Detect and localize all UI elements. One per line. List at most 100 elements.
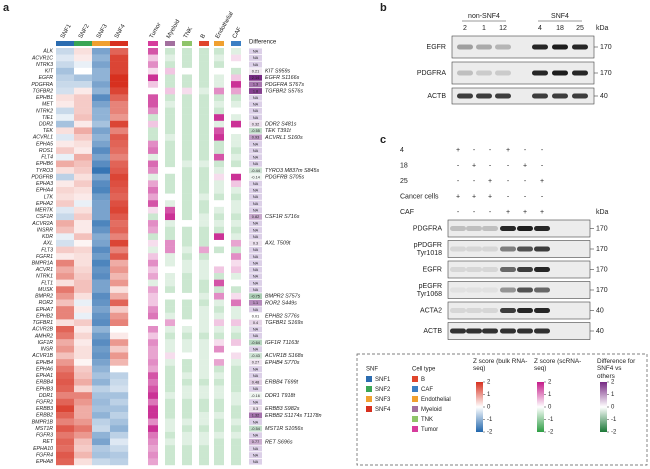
band [466,267,482,272]
band [517,267,533,272]
heatmap-cell [148,451,158,459]
heatmap-cell [165,187,175,194]
condition-mark: + [540,178,544,185]
difference-cell [249,425,262,432]
band [572,44,588,50]
gene-label: AXL [42,241,53,247]
condition-mark: + [540,209,544,216]
heatmap-cell [165,206,175,214]
column-label: SNF2 [78,23,91,40]
heatmap-cell [56,61,75,69]
legend-label: SNF1 [375,377,391,383]
heatmap-cell [199,246,209,254]
gene-label: ERBB2 [36,413,53,419]
heatmap-cell [231,120,241,128]
heatmap-cell [214,273,224,280]
heatmap-cell [92,114,111,122]
gene-label: TIE1 [42,115,53,121]
gene-label: EPHB2 [36,313,53,319]
heatmap-cell [74,253,93,261]
heatmap-cell [231,246,241,254]
heatmap-cell [182,193,192,201]
gene-label: EPHA10 [33,446,53,452]
difference-cell [249,306,262,313]
condition-mark: - [489,209,492,216]
heatmap-cell [56,378,75,386]
heatmap-cell [182,326,192,333]
column-label: Tumor [149,22,163,40]
heatmap-cell [74,458,93,466]
column-label: B [200,33,207,39]
colorbar [537,382,544,432]
legend-label: Tumor [421,427,438,433]
heatmap-cell [74,246,93,254]
heatmap-cell [182,160,192,168]
heatmap-cell [231,127,241,135]
legend-label: SNF4 [375,407,391,413]
blot-label: Tyr1068 [417,291,442,298]
site-label: MST1R S1056s [265,426,303,432]
difference-cell [249,240,262,247]
gene-label: ERBB4 [36,380,53,386]
gene-label: PDGFRA [31,82,53,88]
heatmap-cell [110,299,129,307]
heatmap-cell [199,425,209,433]
heatmap-cell [74,385,93,393]
heatmap-cell [110,405,129,413]
difference-label: -0.14 [251,175,260,179]
difference-label: NA [253,116,259,120]
site-label: TYRO3 M837m S845s [265,168,320,174]
heatmap-cell [231,134,241,141]
heatmap-cell [165,233,175,241]
heatmap-cell [182,147,192,155]
heatmap-cell [165,134,175,141]
heatmap-cell [165,412,175,419]
heatmap-cell [199,74,209,82]
difference-label: 0.32 [252,122,259,126]
heatmap-cell [165,385,175,393]
heatmap-cell [182,319,192,327]
condition-mark: - [457,162,460,169]
heatmap-cell [231,54,241,62]
condition-mark: - [541,147,544,154]
legend-label: TNK [421,417,433,423]
blot-label: PDGFRA [413,225,443,232]
blot-label: pPDGFR [414,242,442,249]
heatmap-cell [110,226,129,234]
heatmap-cell [56,213,75,221]
condition-mark: - [524,147,527,154]
heatmap-cell [110,167,129,174]
difference-cell [249,48,262,55]
heatmap-cell [148,220,158,227]
heatmap-cell [214,292,224,300]
colorbar-tick-label: 1 [548,392,552,398]
heatmap-cell [148,87,158,95]
heatmap-cell [182,167,192,174]
heatmap-cell [165,326,175,333]
heatmap-cell [214,332,224,340]
heatmap-cell [199,253,209,261]
heatmap-cell [110,266,129,274]
heatmap-cell [110,451,129,459]
blot-label: pEGFR [419,283,442,290]
condition-mark: + [523,209,527,216]
site-label: TGFBR1 S169s [265,320,303,326]
condition-label: 4 [400,147,404,154]
heatmap-cell [148,81,158,88]
heatmap-cell [110,120,129,128]
difference-label: 0.82 [252,215,259,219]
difference-label: NA [253,434,259,438]
heatmap-cell [199,54,209,62]
heatmap-cell [231,81,241,88]
heatmap-cell [214,451,224,459]
heatmap-cell [92,120,111,128]
heatmap-cell [74,173,93,181]
heatmap-cell [74,425,93,433]
heatmap-cell [199,292,209,300]
heatmap-cell [56,412,75,419]
heatmap-cell [148,153,158,161]
heatmap-cell [148,445,158,452]
band [534,267,550,272]
heatmap-cell [214,445,224,452]
gene-label: CSF1R [36,214,53,220]
